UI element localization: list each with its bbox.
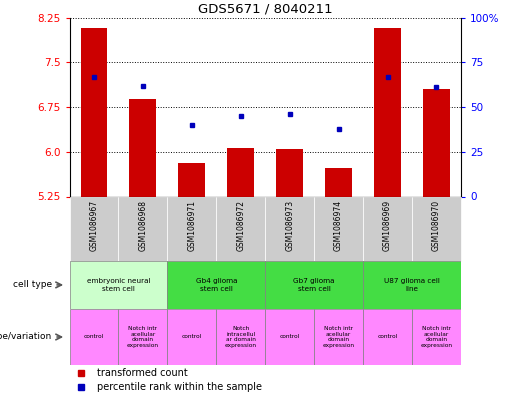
Bar [167, 196, 216, 261]
Bar [129, 99, 157, 196]
Bar [265, 309, 314, 365]
Bar [227, 148, 254, 196]
Text: GSM1086971: GSM1086971 [187, 200, 196, 251]
Text: embryonic neural
stem cell: embryonic neural stem cell [87, 278, 150, 292]
Bar [265, 196, 314, 261]
Text: control: control [182, 334, 202, 340]
Bar [363, 261, 461, 309]
Text: control: control [84, 334, 104, 340]
Bar [374, 28, 401, 196]
Text: U87 glioma cell
line: U87 glioma cell line [384, 278, 440, 292]
Text: GSM1086973: GSM1086973 [285, 200, 294, 251]
Bar [118, 196, 167, 261]
Text: genotype/variation: genotype/variation [0, 332, 52, 342]
Bar [314, 196, 363, 261]
Bar [70, 261, 167, 309]
Bar [363, 196, 412, 261]
Text: Gb7 glioma
stem cell: Gb7 glioma stem cell [294, 278, 335, 292]
Text: Gb4 glioma
stem cell: Gb4 glioma stem cell [196, 278, 237, 292]
Bar [363, 309, 412, 365]
Bar [423, 89, 450, 196]
Text: Notch intr
acellular
domain
expression: Notch intr acellular domain expression [322, 326, 355, 348]
Title: GDS5671 / 8040211: GDS5671 / 8040211 [198, 2, 333, 15]
Bar [70, 309, 118, 365]
Bar [216, 196, 265, 261]
Bar [167, 261, 265, 309]
Text: Notch
intracellul
ar domain
expression: Notch intracellul ar domain expression [225, 326, 257, 348]
Bar [314, 309, 363, 365]
Text: GSM1086967: GSM1086967 [90, 200, 98, 251]
Text: GSM1086974: GSM1086974 [334, 200, 343, 251]
Bar [265, 261, 363, 309]
Text: Notch intr
acellular
domain
expression: Notch intr acellular domain expression [127, 326, 159, 348]
Text: GSM1086972: GSM1086972 [236, 200, 245, 251]
Bar [412, 309, 461, 365]
Bar [118, 309, 167, 365]
Text: control: control [377, 334, 398, 340]
Text: GSM1086969: GSM1086969 [383, 200, 392, 251]
Text: Notch intr
acellular
domain
expression: Notch intr acellular domain expression [420, 326, 453, 348]
Text: percentile rank within the sample: percentile rank within the sample [97, 382, 262, 392]
Text: control: control [280, 334, 300, 340]
Bar [178, 163, 205, 196]
Text: transformed count: transformed count [97, 368, 187, 378]
Bar [80, 28, 108, 196]
Text: cell type: cell type [13, 281, 52, 289]
Text: GSM1086968: GSM1086968 [139, 200, 147, 251]
Bar [167, 309, 216, 365]
Bar [412, 196, 461, 261]
Bar [325, 169, 352, 196]
Text: GSM1086970: GSM1086970 [432, 200, 441, 251]
Bar [70, 196, 118, 261]
Bar [276, 149, 303, 196]
Bar [216, 309, 265, 365]
